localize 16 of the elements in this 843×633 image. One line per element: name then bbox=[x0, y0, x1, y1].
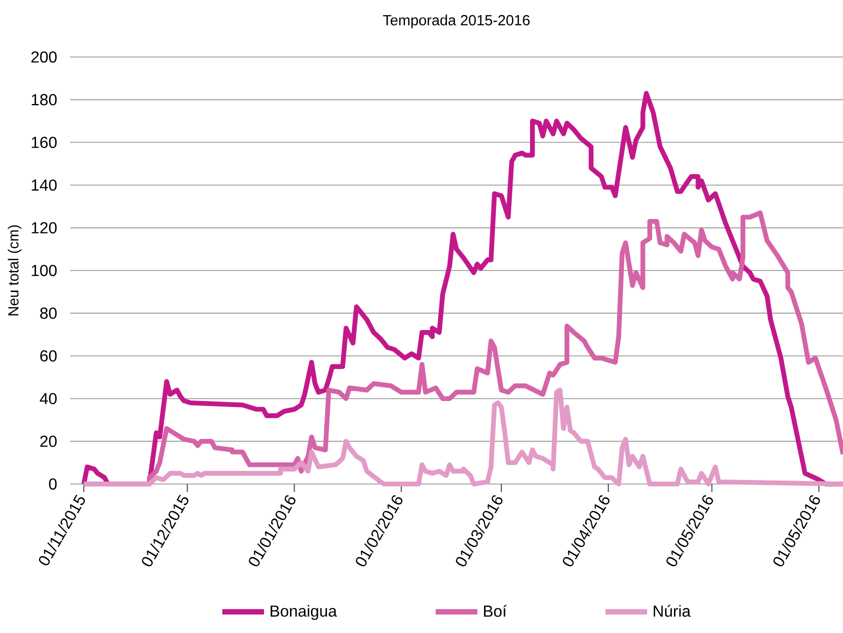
y-tick-label: 180 bbox=[32, 94, 57, 106]
y-tick-label: 200 bbox=[31, 51, 57, 63]
chart-title: Temporada 2015-2016 bbox=[383, 14, 530, 28]
y-tick-label: 60 bbox=[40, 350, 57, 362]
y-tick-label: 20 bbox=[40, 436, 57, 447]
y-axis-title: Neu total (cm) bbox=[8, 225, 22, 316]
y-tick-label: 140 bbox=[32, 179, 57, 191]
y-tick-label: 160 bbox=[32, 136, 57, 148]
legend-label: Bonaigua bbox=[270, 604, 337, 620]
y-tick-label: 40 bbox=[40, 392, 57, 404]
legend-label: Boí bbox=[484, 604, 507, 617]
y-tick-label: 100 bbox=[32, 264, 57, 276]
y-tick-label: 80 bbox=[40, 308, 57, 319]
y-tick-label: 0 bbox=[49, 478, 57, 490]
legend-label: Núria bbox=[654, 604, 691, 617]
y-tick-label: 120 bbox=[32, 222, 57, 234]
